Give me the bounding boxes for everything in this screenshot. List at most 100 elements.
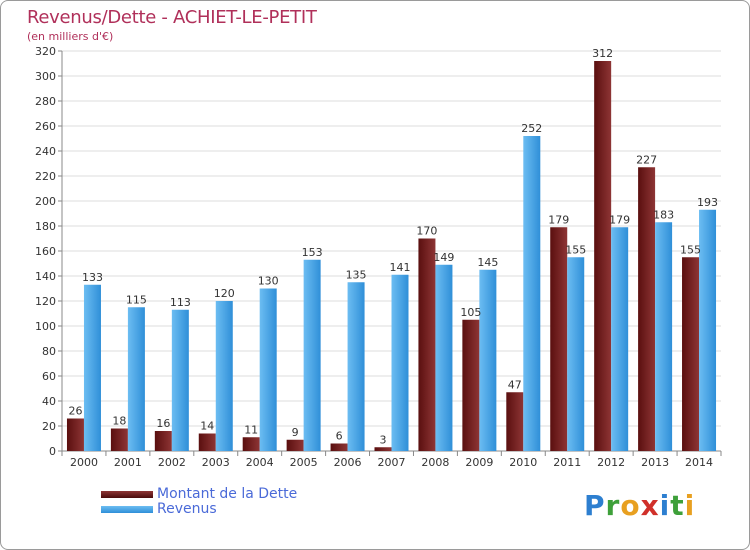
logo-letter: x [640, 489, 660, 522]
data-label-debt: 6 [336, 430, 343, 443]
bar-debt [682, 257, 700, 451]
data-label-revenue: 133 [82, 271, 103, 284]
y-tick-label: 80 [42, 345, 56, 358]
bar-debt [374, 447, 392, 451]
bar-debt [330, 443, 348, 451]
bar-revenue [567, 257, 585, 451]
legend-swatch-debt [101, 491, 153, 498]
bar-revenue [303, 259, 321, 451]
y-tick-label: 300 [35, 70, 56, 83]
bar-debt [242, 437, 260, 451]
data-label-debt: 170 [416, 225, 437, 238]
bar-debt [198, 433, 216, 451]
y-tick-label: 100 [35, 320, 56, 333]
data-label-debt: 14 [200, 420, 214, 433]
x-tick-label: 2001 [114, 456, 142, 469]
y-tick-label: 40 [42, 395, 56, 408]
legend-label-revenue: Revenus [157, 501, 217, 517]
bar-debt [418, 238, 436, 451]
data-label-revenue: 193 [697, 196, 718, 209]
logo-letter: r [605, 489, 621, 522]
data-label-debt: 105 [460, 306, 481, 319]
x-tick-label: 2009 [465, 456, 493, 469]
bars [66, 61, 717, 451]
y-tick-label: 140 [35, 270, 56, 283]
x-tick-label: 2013 [641, 456, 669, 469]
data-label-revenue: 120 [214, 287, 235, 300]
data-label-revenue: 149 [433, 251, 454, 264]
data-label-debt: 312 [592, 47, 613, 60]
bar-revenue [655, 222, 673, 451]
x-tick-label: 2004 [246, 456, 274, 469]
data-label-revenue: 141 [390, 261, 411, 274]
logo-letter: t [670, 489, 685, 522]
y-tick-label: 0 [49, 445, 56, 458]
data-label-revenue: 155 [565, 243, 586, 256]
data-label-debt: 179 [548, 213, 569, 226]
y-tick-label: 320 [35, 45, 56, 58]
bar-revenue [611, 227, 629, 451]
x-tick-label: 2010 [509, 456, 537, 469]
x-tick-label: 2000 [70, 456, 98, 469]
y-tick-label: 180 [35, 220, 56, 233]
y-tick-label: 120 [35, 295, 56, 308]
data-label-revenue: 153 [302, 246, 323, 259]
chart-title: Revenus/Dette - ACHIET-LE-PETIT [27, 7, 317, 28]
x-tick-label: 2006 [334, 456, 362, 469]
bar-revenue [523, 136, 541, 451]
logo-letter: P [584, 489, 606, 522]
legend-swatch-revenue [101, 506, 153, 513]
x-tick-label: 2014 [685, 456, 713, 469]
data-labels: 26 133 18 115 16 113 14 120 11 130 9 153 6 135 3 141 170… [68, 47, 718, 446]
x-tick-label: 2002 [158, 456, 186, 469]
chart-subtitle: (en milliers d'€) [27, 30, 114, 43]
bar-debt [154, 431, 172, 451]
data-label-debt: 3 [380, 433, 387, 446]
data-label-debt: 16 [156, 417, 170, 430]
bar-revenue [435, 264, 453, 451]
data-label-debt: 26 [68, 405, 82, 418]
bar-revenue [127, 307, 145, 451]
x-tick-label: 2012 [597, 456, 625, 469]
data-label-revenue: 145 [477, 256, 498, 269]
axes: 0 20 40 60 80 100 120 140 160 180 200 220 240 260 280 3… [35, 45, 722, 469]
data-label-debt: 18 [112, 415, 126, 428]
data-label-revenue: 179 [609, 213, 630, 226]
y-tick-label: 260 [35, 120, 56, 133]
y-tick-label: 280 [35, 95, 56, 108]
x-tick-label: 2003 [202, 456, 230, 469]
logo-letter: o [620, 489, 641, 522]
logo-letter: i [659, 489, 671, 522]
bar-revenue [479, 269, 497, 451]
data-label-revenue: 252 [521, 122, 542, 135]
bar-revenue [215, 301, 233, 451]
data-label-revenue: 115 [126, 293, 147, 306]
x-tick-label: 2011 [553, 456, 581, 469]
bar-debt [506, 392, 524, 451]
proxiti-logo: Proxiti [584, 489, 695, 522]
y-tick-label: 220 [35, 170, 56, 183]
bar-debt [638, 167, 656, 451]
bar-debt [594, 61, 612, 451]
x-tick-label: 2008 [421, 456, 449, 469]
bar-debt [462, 319, 480, 451]
data-label-debt: 227 [636, 153, 657, 166]
bar-revenue [699, 209, 717, 451]
y-tick-label: 200 [35, 195, 56, 208]
data-label-revenue: 130 [258, 275, 279, 288]
data-label-revenue: 183 [653, 208, 674, 221]
data-label-debt: 11 [244, 423, 258, 436]
x-tick-label: 2005 [290, 456, 318, 469]
bar-debt [66, 418, 84, 451]
logo-letter: i [684, 489, 696, 522]
bar-revenue [83, 284, 101, 451]
bar-revenue [391, 274, 409, 451]
data-label-debt: 47 [508, 378, 522, 391]
bar-revenue [259, 288, 277, 451]
y-tick-label: 160 [35, 245, 56, 258]
y-tick-label: 20 [42, 420, 56, 433]
y-tick-label: 240 [35, 145, 56, 158]
bar-revenue [347, 282, 365, 451]
